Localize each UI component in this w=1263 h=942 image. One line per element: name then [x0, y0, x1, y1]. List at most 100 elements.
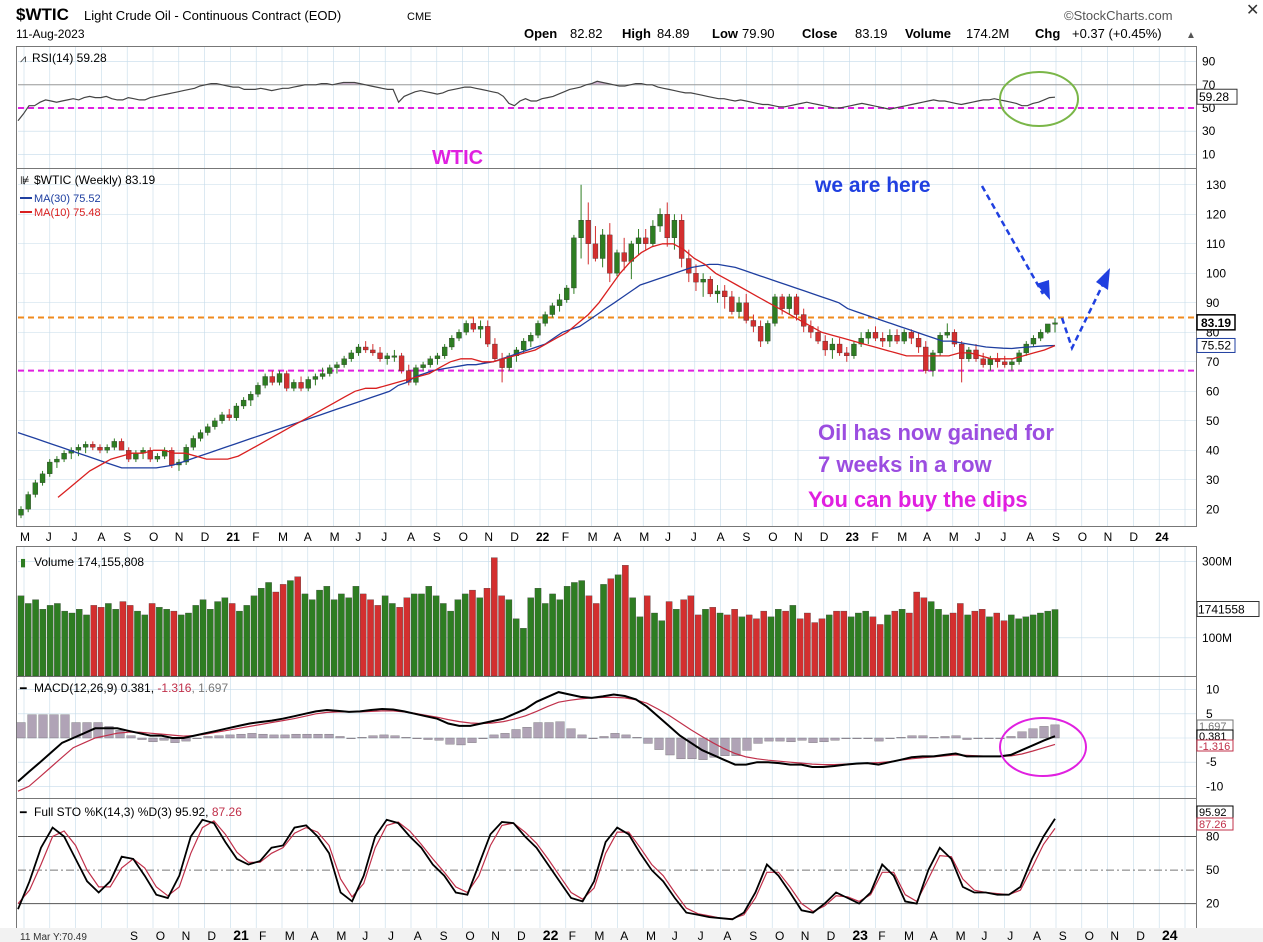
volume-bar: [636, 616, 644, 677]
candle-body: [434, 355, 441, 359]
macd-histogram-bar: [1028, 728, 1038, 739]
candle-body: [82, 444, 89, 448]
volume-bar: [483, 588, 491, 677]
volume-bar: [738, 616, 746, 677]
macd-histogram-bar: [379, 734, 389, 739]
candle-body: [18, 509, 24, 516]
volume-bar: [702, 609, 709, 677]
volume-bar: [287, 580, 294, 677]
volume-bar: [643, 595, 651, 677]
candle-body: [355, 346, 362, 354]
candle-body: [650, 225, 656, 244]
rsi-tick-label: 70: [1202, 78, 1216, 92]
macd-histogram-bar: [346, 737, 356, 739]
candle-body: [363, 346, 369, 351]
volume-bar: [68, 612, 76, 677]
candle-body: [269, 376, 275, 383]
macd-histogram-bar: [995, 737, 1005, 739]
volume-bar: [432, 595, 440, 677]
volume-bar: [614, 574, 622, 677]
candle-body: [958, 343, 965, 359]
x-tick-label: F: [252, 530, 259, 544]
macd-tick-label: 5: [1206, 707, 1213, 721]
macd-histogram-bar: [148, 737, 158, 743]
volume-bar: [207, 609, 214, 677]
volume-bar: [964, 614, 971, 677]
volume-bar: [745, 614, 753, 677]
x-tick-label: O: [156, 929, 165, 942]
macd-histogram-bar: [676, 737, 686, 760]
candle-body: [549, 305, 556, 315]
volume-bar: [25, 603, 32, 677]
chg-label: Chg: [1035, 26, 1060, 41]
macd-histogram-bar: [830, 737, 840, 741]
up-arrow-icon: ▲: [1186, 30, 1196, 41]
volume-label: Volume: [905, 26, 951, 41]
macd-histogram-bar: [654, 737, 664, 750]
macd-histogram-bar: [104, 726, 114, 739]
candle-body: [664, 214, 670, 239]
candle-body: [829, 343, 836, 351]
candle-body: [872, 332, 879, 339]
candle-body: [686, 258, 692, 274]
macd-histogram-bar: [742, 737, 752, 751]
candle-body: [743, 302, 749, 321]
volume-bar: [330, 599, 338, 677]
macd-histogram-bar: [302, 733, 312, 739]
macd-histogram-bar: [940, 736, 950, 739]
x-tick-label: J: [72, 530, 78, 544]
volume-bar: [724, 614, 731, 677]
svg-text:MACD(12,26,9) 0.381, -1.316, 1: MACD(12,26,9) 0.381, -1.316, 1.697: [34, 681, 228, 695]
macd-histogram-bar: [368, 735, 378, 739]
close-icon[interactable]: ✕: [1246, 2, 1259, 19]
x-tick-label: D: [510, 530, 519, 544]
high-label: High: [622, 26, 651, 41]
ma30-last-box: [1196, 337, 1236, 353]
macd-label-signal: -1.316: [157, 681, 191, 695]
volume-bar: [265, 582, 272, 677]
volume-bar: [316, 589, 323, 677]
volume-bar: [607, 578, 615, 677]
x-tick-label: N: [1104, 530, 1113, 544]
macd-last-box: [1196, 739, 1234, 752]
price-x-axis: M J J A S O N D 21 F M A M J J A S O N D 22 F M A M J J A S O N D 23 F M A M…: [16, 527, 1197, 546]
candle-body: [657, 214, 663, 227]
x-tick-label: J: [1000, 530, 1006, 544]
x-tick-label: O: [459, 530, 468, 544]
volume-bar: [527, 597, 534, 677]
macd-histogram-bar: [951, 735, 961, 739]
volume-bar: [345, 597, 352, 677]
volume-bar: [374, 605, 382, 677]
price-legend-label: $WTIC (Weekly) 83.19: [34, 173, 155, 187]
x-tick-label: D: [827, 929, 836, 942]
rsi-line: [17, 80, 1056, 122]
x-tick-label: 24: [1162, 927, 1178, 942]
candle-body: [39, 473, 46, 483]
macd-title: ━ MACD(12,26,9) 0.381, -1.316, 1.697: [19, 681, 228, 695]
volume-bar: [898, 609, 906, 677]
symbol: $WTIC: [16, 5, 69, 24]
candle-body: [894, 335, 900, 342]
macd-histogram-bar: [456, 737, 466, 746]
macd-histogram-bar: [93, 722, 103, 739]
candle-body: [865, 332, 871, 339]
candle-body: [32, 482, 39, 495]
candle-body: [635, 237, 642, 244]
macd-histogram-bar: [786, 737, 796, 743]
price-last-box: [1196, 314, 1236, 331]
x-tick-label: J: [1007, 929, 1013, 942]
volume-bar: [469, 589, 476, 677]
volume-bar: [461, 593, 469, 677]
macd-histogram-bar: [522, 727, 532, 739]
candle-body: [413, 367, 419, 383]
volume-bar: [381, 595, 389, 677]
macd-histogram-bar: [225, 734, 235, 739]
x-tick-label: A: [1026, 530, 1034, 544]
candle-body: [377, 352, 383, 359]
macd-histogram-bar: [192, 737, 202, 739]
candle-body: [154, 455, 161, 460]
volume-bar: [716, 612, 724, 677]
